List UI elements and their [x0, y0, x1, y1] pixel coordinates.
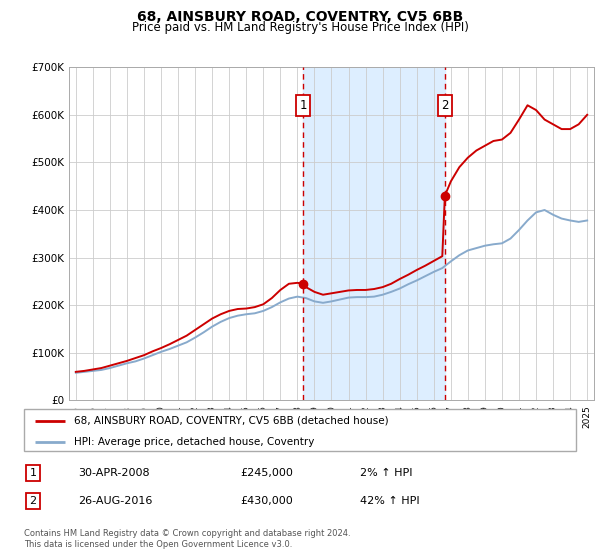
- Text: 1: 1: [299, 99, 307, 112]
- Text: Price paid vs. HM Land Registry's House Price Index (HPI): Price paid vs. HM Land Registry's House …: [131, 21, 469, 34]
- Text: HPI: Average price, detached house, Coventry: HPI: Average price, detached house, Cove…: [74, 437, 314, 446]
- Text: 30-APR-2008: 30-APR-2008: [78, 468, 149, 478]
- Text: 2: 2: [441, 99, 449, 112]
- Text: 2: 2: [29, 496, 37, 506]
- Text: £245,000: £245,000: [240, 468, 293, 478]
- FancyBboxPatch shape: [24, 409, 576, 451]
- Text: £430,000: £430,000: [240, 496, 293, 506]
- Text: 26-AUG-2016: 26-AUG-2016: [78, 496, 152, 506]
- Bar: [303, 67, 445, 400]
- Text: 68, AINSBURY ROAD, COVENTRY, CV5 6BB (detached house): 68, AINSBURY ROAD, COVENTRY, CV5 6BB (de…: [74, 416, 388, 426]
- Text: 2% ↑ HPI: 2% ↑ HPI: [360, 468, 413, 478]
- Text: Contains HM Land Registry data © Crown copyright and database right 2024.
This d: Contains HM Land Registry data © Crown c…: [24, 529, 350, 549]
- Text: 1: 1: [29, 468, 37, 478]
- Text: 68, AINSBURY ROAD, COVENTRY, CV5 6BB: 68, AINSBURY ROAD, COVENTRY, CV5 6BB: [137, 10, 463, 24]
- Text: 42% ↑ HPI: 42% ↑ HPI: [360, 496, 419, 506]
